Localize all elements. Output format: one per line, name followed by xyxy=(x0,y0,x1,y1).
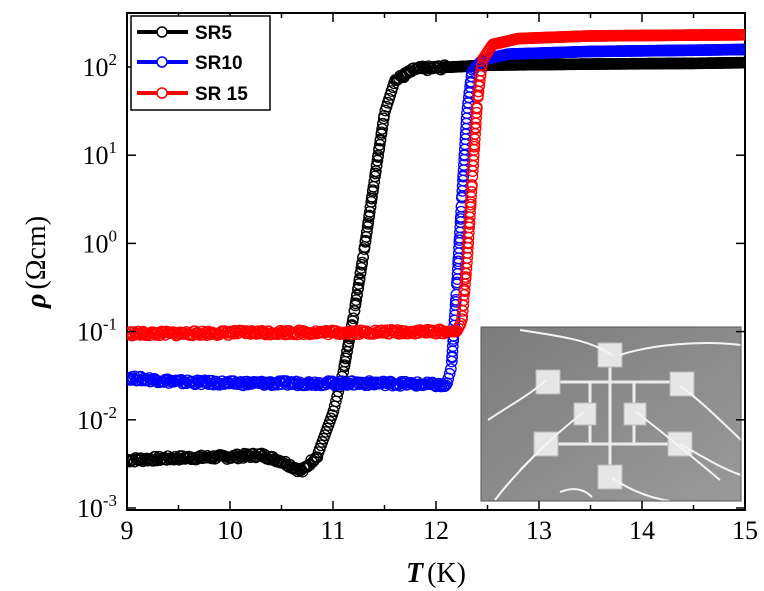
series-sr15 xyxy=(127,28,745,342)
series-layer xyxy=(127,28,745,478)
data-point xyxy=(454,317,467,330)
x-tick-label: 15 xyxy=(732,516,758,545)
x-tick-label: 13 xyxy=(526,516,552,545)
y-tick-label: 102 xyxy=(83,50,118,82)
data-point xyxy=(440,379,452,392)
x-axis-unit: (K) xyxy=(427,558,466,589)
data-point xyxy=(377,112,390,125)
tick-labels: 9 10 11 12 13 14 15 102 101 100 10-1 10-2 10-3 xyxy=(77,50,758,545)
y-axis-title: ρ (Ωcm) xyxy=(21,216,52,309)
data-point xyxy=(739,56,745,69)
data-point xyxy=(455,205,467,218)
y-tick-label: 10-3 xyxy=(77,491,117,523)
y-axis-unit: (Ωcm) xyxy=(21,216,52,290)
data-point xyxy=(443,367,456,380)
svg-text:T(K): T (K) xyxy=(406,558,466,589)
x-axis-title: T (K) xyxy=(406,558,466,589)
y-tick-label: 10-2 xyxy=(77,403,117,435)
x-tick-label: 11 xyxy=(320,516,345,545)
legend-item-sr15: SR 15 xyxy=(137,84,248,105)
x-tick-label: 12 xyxy=(423,516,449,545)
data-point xyxy=(739,43,745,56)
x-axis-symbol: T xyxy=(406,558,425,589)
legend-label-sr5: SR5 xyxy=(195,23,232,44)
data-point xyxy=(475,64,487,77)
data-point xyxy=(309,453,321,465)
legend-label-sr10: SR10 xyxy=(195,53,243,74)
data-point xyxy=(460,267,472,280)
legend: SR5 SR10 SR 15 xyxy=(130,15,271,111)
x-tick-label: 9 xyxy=(121,516,134,545)
data-point xyxy=(377,117,389,130)
svg-text:ρ(Ωcm): ρ (Ωcm) xyxy=(21,216,52,309)
y-axis-symbol: ρ xyxy=(21,294,52,309)
data-point xyxy=(465,186,478,198)
y-tick-label: 101 xyxy=(83,138,118,170)
y-tick-label: 10-1 xyxy=(77,315,117,347)
legend-item-sr5: SR5 xyxy=(137,23,232,44)
data-point xyxy=(444,363,457,375)
y-tick-label: 100 xyxy=(83,226,118,258)
legend-item-sr10: SR10 xyxy=(137,53,243,74)
data-point xyxy=(356,256,369,269)
data-point xyxy=(311,451,324,464)
series-sr10 xyxy=(127,43,745,393)
data-point xyxy=(475,59,488,72)
legend-label-sr15: SR 15 xyxy=(195,84,248,105)
x-tick-label: 14 xyxy=(629,516,655,545)
inset-photo xyxy=(480,326,742,502)
x-tick-label: 10 xyxy=(217,516,243,545)
data-point xyxy=(366,185,379,198)
data-point xyxy=(739,28,745,41)
data-point xyxy=(470,106,483,119)
data-point xyxy=(438,380,451,393)
